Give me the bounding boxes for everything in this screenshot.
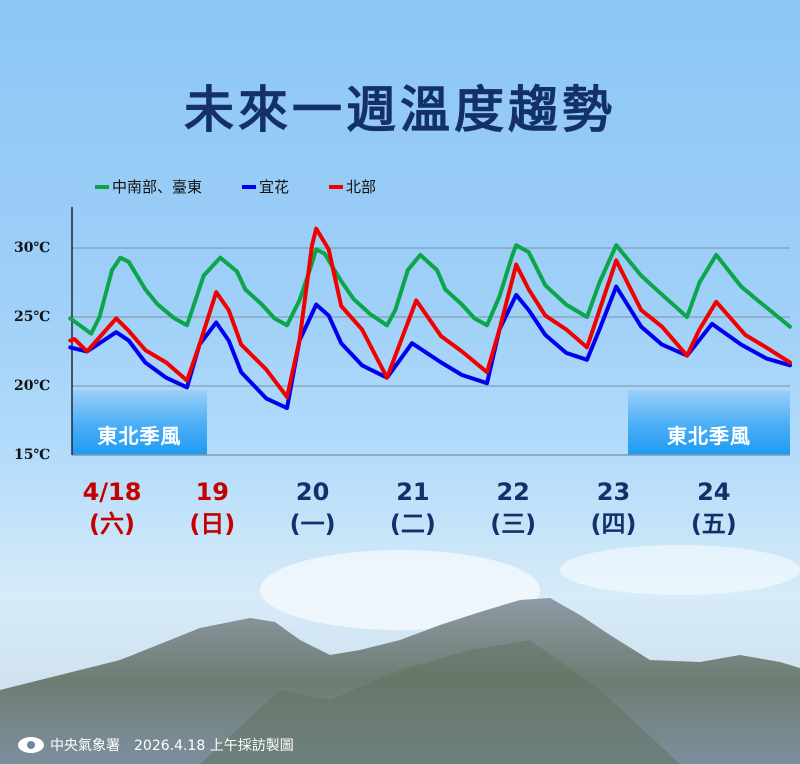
day-label: 4/18 (六) xyxy=(67,476,157,540)
y-tick-label: 15℃ xyxy=(14,447,51,463)
series-line-2 xyxy=(68,226,792,399)
y-tick-label: 20℃ xyxy=(14,378,51,394)
y-tick-label: 30℃ xyxy=(14,240,51,256)
day-label: 20 (一) xyxy=(268,476,358,540)
day-weekday: (五) xyxy=(690,510,737,538)
day-label: 19 (日) xyxy=(167,476,257,540)
legend-swatch xyxy=(95,184,109,189)
day-weekday: (三) xyxy=(490,510,537,538)
legend-label: 宜花 xyxy=(259,178,290,196)
legend-swatch xyxy=(242,184,257,189)
day-date: 24 xyxy=(697,478,731,506)
footer: 中央氣象署 2026.4.18 上午採訪製圖 xyxy=(18,735,294,755)
legend-item-south: 中南部、臺東 xyxy=(95,176,202,197)
day-date: 21 xyxy=(396,478,430,506)
chart-legend: 中南部、臺東 宜花 北部 xyxy=(95,176,376,197)
day-weekday: (六) xyxy=(89,510,135,538)
day-label: 22 (三) xyxy=(468,476,558,540)
day-weekday: (一) xyxy=(289,510,336,538)
footer-note: 2026.4.18 上午採訪製圖 xyxy=(134,738,294,754)
monsoon-annotation-left: 東北季風 xyxy=(72,390,207,455)
day-date: 19 xyxy=(195,478,229,506)
agency-name: 中央氣象署 xyxy=(50,738,120,754)
legend-label: 中南部、臺東 xyxy=(112,178,203,196)
legend-label: 北部 xyxy=(346,178,377,196)
cwa-logo-icon xyxy=(18,737,44,753)
day-weekday: (日) xyxy=(189,510,236,538)
series-line-0 xyxy=(68,243,792,336)
day-label: 21 (二) xyxy=(368,476,458,540)
legend-item-yilan-hualien: 宜花 xyxy=(242,176,289,197)
legend-item-north: 北部 xyxy=(329,176,376,197)
day-weekday: (二) xyxy=(389,510,436,538)
day-label: 24 (五) xyxy=(669,476,759,540)
day-date: 20 xyxy=(295,478,330,506)
day-label: 23 (四) xyxy=(569,476,659,540)
day-date: 4/18 xyxy=(82,478,142,506)
day-date: 22 xyxy=(496,478,530,506)
legend-swatch xyxy=(329,184,344,189)
day-weekday: (四) xyxy=(590,510,637,538)
page-title: 未來一週溫度趨勢 xyxy=(184,81,616,139)
day-date: 23 xyxy=(596,478,631,506)
y-tick-label: 25℃ xyxy=(14,309,51,325)
monsoon-annotation-right: 東北季風 xyxy=(628,390,790,455)
